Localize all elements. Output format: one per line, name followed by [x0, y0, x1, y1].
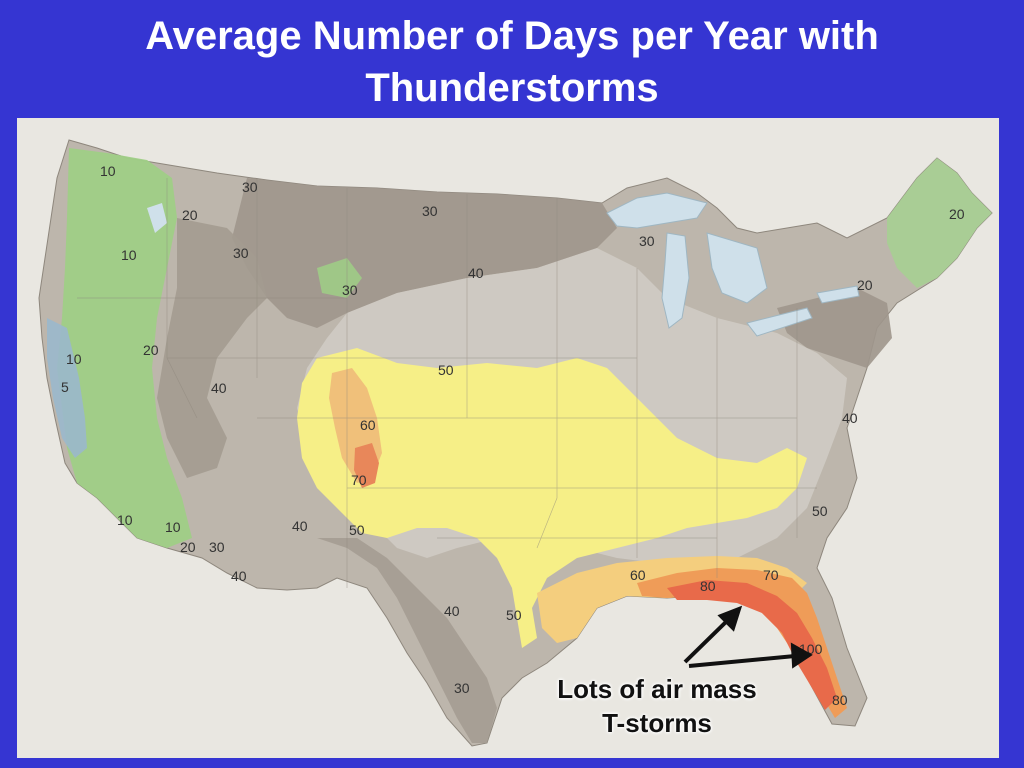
label-80-b: 80: [832, 692, 848, 708]
label-40-f: 40: [444, 603, 460, 619]
label-10-d: 10: [117, 512, 133, 528]
label-30-d: 30: [422, 203, 438, 219]
great-salt-lake: [147, 203, 167, 233]
arrow-head-florida: [790, 642, 813, 669]
label-40-d: 40: [292, 518, 308, 534]
label-40-b: 40: [211, 380, 227, 396]
label-10-e: 10: [165, 519, 181, 535]
label-30-g: 30: [209, 539, 225, 555]
label-80-a: 80: [700, 578, 716, 594]
label-10-c: 10: [66, 351, 82, 367]
label-30-f: 20: [857, 277, 873, 293]
label-10-a: 10: [100, 163, 116, 179]
label-70-a: 70: [351, 472, 367, 488]
label-40-e: 40: [231, 568, 247, 584]
zone-20-montana-patch: [317, 258, 362, 298]
label-10-b: 10: [121, 247, 137, 263]
label-30-a: 30: [242, 179, 258, 195]
label-40-c: 40: [842, 410, 858, 426]
label-20-a: 20: [182, 207, 198, 223]
label-60-a: 60: [360, 417, 376, 433]
zone-70-gulf: [637, 568, 847, 718]
lake-ontario: [816, 285, 860, 304]
arrow-to-florida: [688, 654, 796, 668]
label-60-b: 60: [630, 567, 646, 583]
callout-line-2: T-storms: [602, 708, 712, 738]
label-40-a: 40: [468, 265, 484, 281]
label-50-d: 50: [506, 607, 522, 623]
label-20-c: 20: [949, 206, 965, 222]
callout-arrows: [683, 605, 813, 669]
lake-michigan: [661, 232, 690, 329]
label-30-c: 30: [342, 282, 358, 298]
label-50-b: 50: [349, 522, 365, 538]
arrow-to-panhandle: [683, 616, 732, 664]
label-30-h: 30: [454, 680, 470, 696]
zone-30-west-mountains: [157, 218, 267, 478]
label-20-d: 20: [180, 539, 196, 555]
air-mass-callout: Lots of air mass T-storms: [492, 672, 822, 740]
label-30-e: 30: [639, 233, 655, 249]
zone-10-20-west: [57, 148, 192, 548]
label-50-c: 50: [812, 503, 828, 519]
label-70-b: 70: [763, 567, 779, 583]
title-line-1: Average Number of Days per Year with: [145, 14, 879, 58]
zone-80-florida: [667, 580, 837, 710]
label-50-a: 50: [438, 362, 454, 378]
title-line-2: Thunderstorms: [365, 66, 659, 110]
zone-5-california: [47, 318, 87, 458]
map-svg: 10 20 10 30 30 30 30 40 20 30 20 10 5 20…: [38, 139, 993, 747]
label-5: 5: [61, 379, 69, 395]
lake-erie: [746, 307, 813, 337]
label-20-b: 20: [143, 342, 159, 358]
zone-70-colorado: [354, 443, 379, 488]
state-borders: [77, 178, 817, 588]
arrow-head-panhandle: [717, 605, 743, 632]
callout-line-1: Lots of air mass: [557, 674, 757, 704]
lake-huron: [706, 232, 768, 304]
zone-20-northeast: [887, 158, 992, 288]
lake-superior: [606, 192, 708, 229]
label-30-b: 30: [233, 245, 249, 261]
thunderstorm-days-map: 10 20 10 30 30 30 30 40 20 30 20 10 5 20…: [17, 118, 999, 758]
contour-labels: 10 20 10 30 30 30 30 40 20 30 20 10 5 20…: [61, 163, 965, 708]
slide-title: Average Number of Days per Year with Thu…: [0, 10, 1024, 114]
zone-30-texas: [317, 538, 497, 743]
zone-50: [297, 348, 807, 648]
